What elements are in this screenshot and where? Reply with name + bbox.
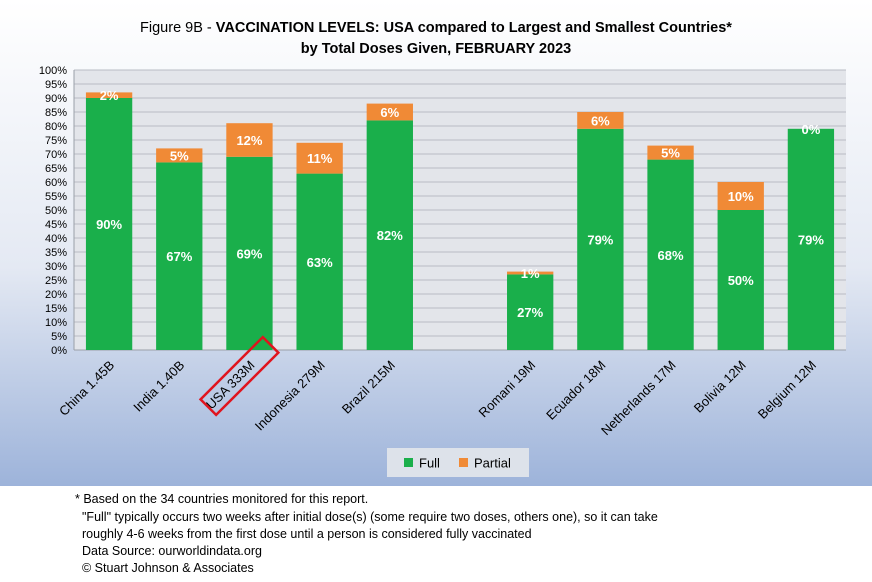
footnote-line2: roughly 4-6 weeks from the first dose un…: [82, 527, 532, 541]
data-label-partial: 0%: [802, 122, 821, 137]
bar-partial: [507, 271, 554, 275]
data-label-full: 27%: [517, 305, 543, 320]
data-label-full: 90%: [96, 217, 122, 232]
bar-full: [296, 173, 343, 350]
y-tick-label: 85%: [45, 107, 67, 119]
gridlines: [73, 69, 846, 351]
y-tick-label: 75%: [45, 135, 67, 147]
footnote-copyright: © Stuart Johnson & Associates: [82, 561, 254, 575]
data-label-partial: 11%: [307, 151, 333, 166]
y-tick-label: 90%: [45, 93, 67, 105]
chart-area: Figure 9B - VACCINATION LEVELS: USA comp…: [0, 0, 872, 486]
data-label-full: 50%: [728, 273, 754, 288]
y-tick-label: 25%: [45, 275, 67, 287]
y-tick-label: 80%: [45, 121, 67, 133]
data-label-partial: 6%: [380, 105, 399, 120]
y-tick-label: 60%: [45, 177, 67, 189]
y-tick-label: 40%: [45, 233, 67, 245]
bar-partial: [717, 182, 764, 210]
legend-partial-label: Partial: [474, 456, 511, 471]
footnote-source: Data Source: ourworldindata.org: [82, 544, 262, 558]
footnote-line1: "Full" typically occurs two weeks after …: [82, 510, 658, 524]
y-tick-label: 5%: [51, 331, 67, 343]
bar-full: [226, 156, 273, 350]
bar-partial: [577, 112, 624, 129]
y-tick-label: 45%: [45, 219, 67, 231]
vaccination-chart: Figure 9B - VACCINATION LEVELS: USA comp…: [0, 0, 872, 486]
bar-full: [717, 210, 764, 350]
bar-partial: [296, 142, 343, 174]
bar-full: [787, 128, 835, 350]
y-axis-ticks: 0% 5% 10% 15% 20% 25% 30% 35% 40% 45% 50% 55% 60% 65%…: [39, 65, 67, 357]
y-tick-label: 35%: [45, 247, 67, 259]
footnotes: * Based on the 34 countries monitored fo…: [0, 486, 872, 582]
bars: 90% 2% 67% 5% 69% 12% 63% 11% 82% 6% 27% 1% 79% 6% 68%…: [85, 88, 835, 351]
bar-full: [577, 128, 624, 350]
data-label-partial: 12%: [236, 133, 262, 148]
y-tick-label: 30%: [45, 261, 67, 273]
chart-title-line2: by Total Doses Given, FEBRUARY 2023: [301, 41, 571, 57]
bar-full: [366, 120, 413, 351]
y-tick-label: 10%: [45, 317, 67, 329]
bar-full: [647, 159, 694, 350]
data-label-partial: 10%: [728, 189, 754, 204]
footnote-asterisk: * Based on the 34 countries monitored fo…: [75, 492, 369, 506]
legend-full-swatch: [404, 458, 413, 467]
data-label-full: 68%: [658, 248, 684, 263]
bar-partial: [366, 103, 413, 121]
data-label-full: 79%: [798, 232, 824, 247]
bar-full: [85, 98, 133, 350]
legend-full-label: Full: [419, 456, 440, 471]
y-tick-label: 50%: [45, 205, 67, 217]
data-label-full: 69%: [236, 246, 262, 261]
y-tick-label: 20%: [45, 289, 67, 301]
legend: Full Partial: [387, 448, 529, 477]
data-label-partial: 5%: [170, 148, 189, 163]
bar-partial: [226, 123, 273, 157]
bar-full: [507, 274, 554, 350]
y-tick-label: 100%: [39, 65, 67, 77]
y-tick-label: 65%: [45, 163, 67, 175]
data-label-full: 67%: [166, 249, 192, 264]
data-label-partial: 1%: [521, 266, 540, 281]
bar-partial: [85, 92, 133, 98]
usa-highlight-box: [198, 335, 281, 417]
legend-partial-swatch: [459, 458, 468, 467]
y-tick-label: 15%: [45, 303, 67, 315]
bar-partial: [647, 145, 694, 160]
y-tick-label: 0%: [51, 345, 67, 357]
y-tick-label: 95%: [45, 79, 67, 91]
data-label-partial: 5%: [661, 146, 680, 161]
data-label-full: 63%: [307, 255, 333, 270]
bar-partial: [156, 148, 203, 163]
data-label-full: 79%: [587, 232, 613, 247]
bar-full: [156, 162, 203, 350]
data-label-partial: 2%: [100, 88, 119, 103]
data-label-full: 82%: [377, 228, 403, 243]
y-tick-label: 70%: [45, 149, 67, 161]
y-tick-label: 55%: [45, 191, 67, 203]
chart-title-line1: Figure 9B - VACCINATION LEVELS: USA comp…: [140, 20, 732, 36]
data-label-partial: 6%: [591, 113, 610, 128]
